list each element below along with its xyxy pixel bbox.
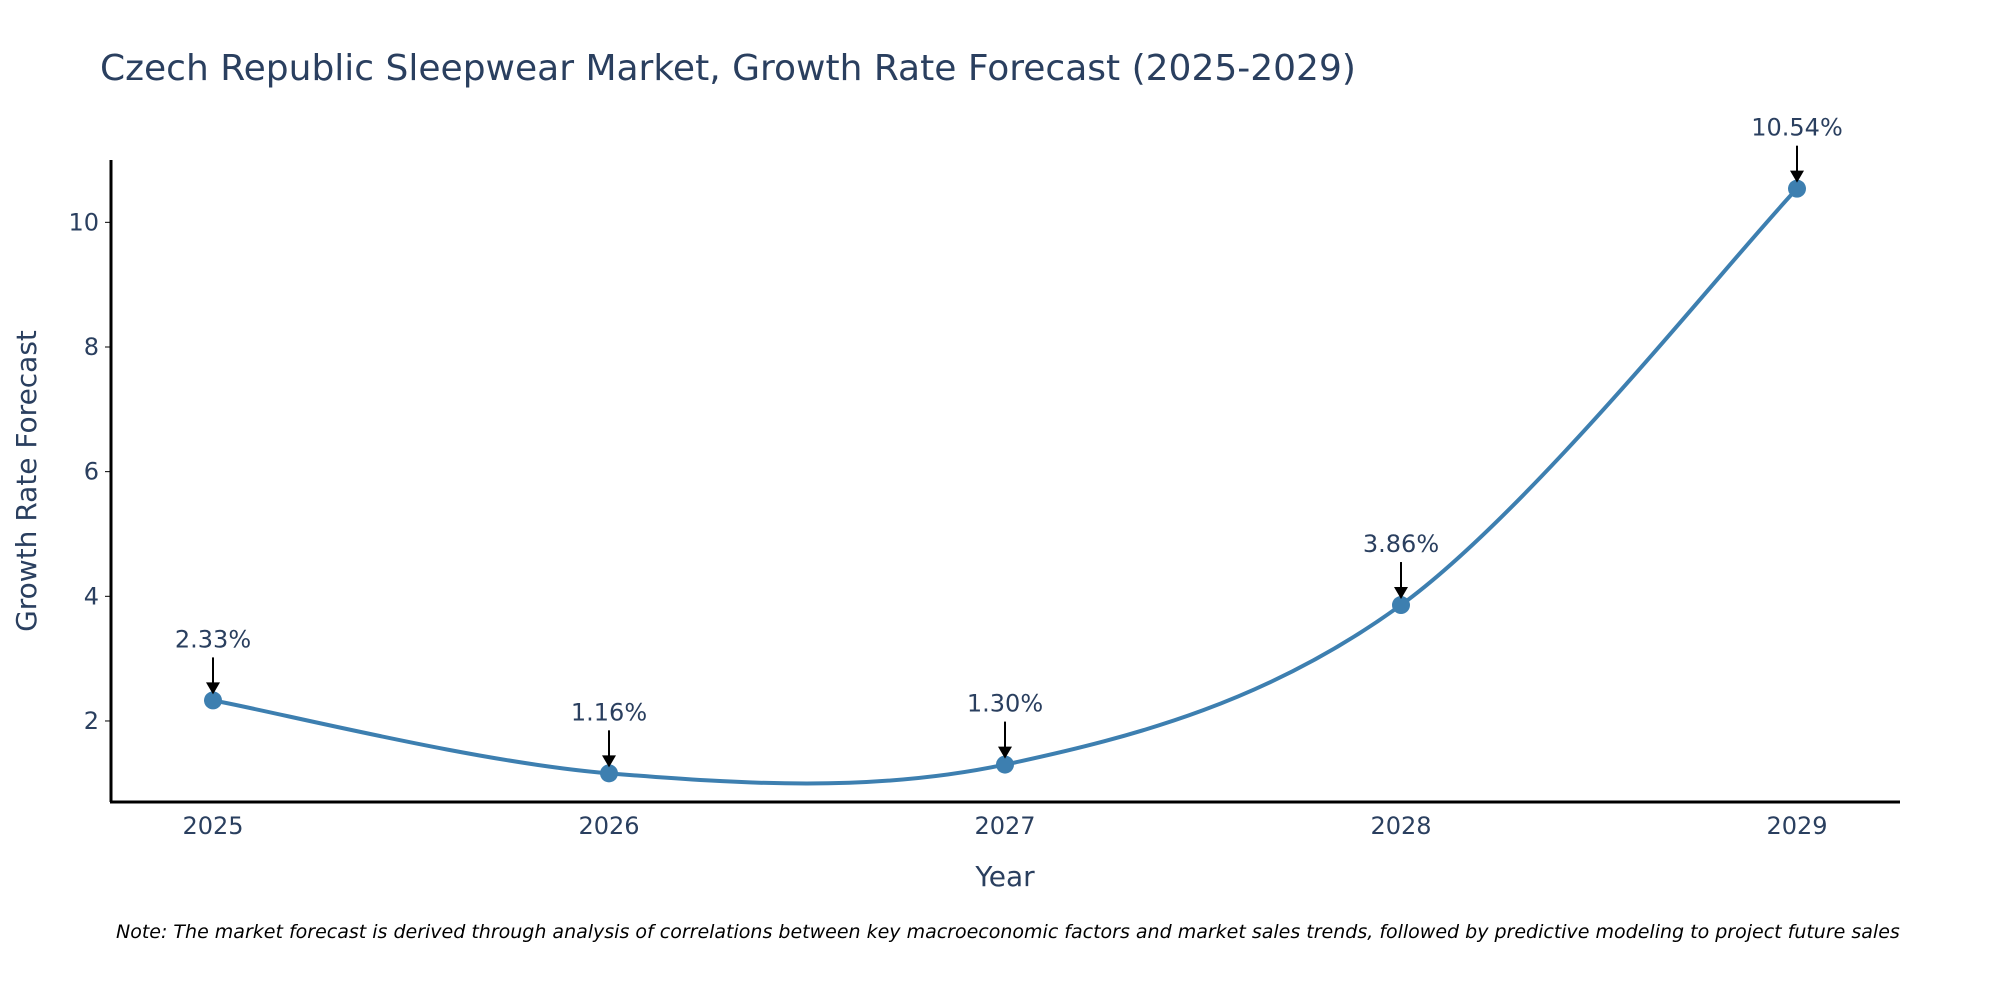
- x-tick-label: 2026: [578, 812, 639, 840]
- chart-title: Czech Republic Sleepwear Market, Growth …: [100, 48, 1356, 89]
- series-markers: [204, 179, 1806, 783]
- data-label: 2.33%: [175, 625, 251, 653]
- annotation-arrow-head: [206, 682, 220, 695]
- data-label: 1.30%: [967, 690, 1043, 718]
- x-tick-label: 2025: [182, 812, 243, 840]
- annotation-arrow-head: [1394, 587, 1408, 600]
- x-axis-label: Year: [974, 860, 1035, 893]
- y-axis-label: Growth Rate Forecast: [10, 330, 43, 632]
- x-tick-label: 2029: [1766, 812, 1827, 840]
- y-tick-label: 4: [84, 582, 99, 610]
- annotation-arrow-head: [998, 746, 1012, 759]
- data-annotations: 2.33% 1.16% 1.30% 3.86% 10.54%: [175, 114, 1843, 768]
- x-tick-label: 2028: [1370, 812, 1431, 840]
- x-axis-ticks: 2025 2026 2027 2028 2029: [182, 812, 1827, 840]
- y-tick-label: 2: [84, 707, 99, 735]
- series-line: [212, 187, 1799, 786]
- annotation-arrow-head: [1790, 170, 1804, 183]
- data-label: 1.16%: [571, 698, 647, 726]
- y-tick-label: 6: [84, 458, 99, 486]
- data-point: [1392, 596, 1410, 615]
- data-point: [1788, 179, 1806, 198]
- annotation-arrow-head: [602, 755, 616, 768]
- data-point: [204, 691, 222, 710]
- data-label: 3.86%: [1363, 530, 1439, 558]
- data-point: [996, 755, 1014, 774]
- y-tick-label: 10: [68, 208, 99, 236]
- x-tick-label: 2027: [974, 812, 1035, 840]
- footnote: Note: The market forecast is derived thr…: [116, 921, 1900, 943]
- data-label: 10.54%: [1751, 114, 1843, 142]
- data-point: [600, 764, 618, 783]
- y-axis-ticks: 2 4 6 8 10: [68, 208, 111, 735]
- y-tick-label: 8: [84, 333, 99, 361]
